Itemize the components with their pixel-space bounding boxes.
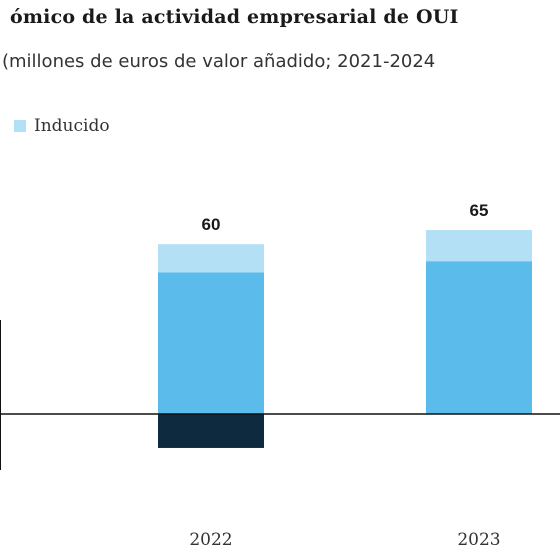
legend-label-inducido: Inducido <box>34 116 110 136</box>
bar-segment-2023-s1 <box>426 261 532 414</box>
chart-subtitle: (millones de euros de valor añadido; 202… <box>2 51 436 72</box>
data-label-2023: 65 <box>470 201 489 220</box>
bar-segment-2022-s1 <box>158 272 264 414</box>
data-label-2022: 60 <box>202 215 221 234</box>
x-tick-label-2022: 2022 <box>189 530 232 550</box>
chart-title: ómico de la actividad empresarial de OUI <box>10 6 459 28</box>
legend-swatch-inducido <box>14 120 26 132</box>
legend: Inducido <box>14 116 110 136</box>
bar-segment-2022-s2 <box>158 414 264 448</box>
bar-segment-2022-s0 <box>158 244 264 273</box>
x-tick-label-2023: 2023 <box>457 530 500 550</box>
bar-segment-2023-s0 <box>426 230 532 262</box>
